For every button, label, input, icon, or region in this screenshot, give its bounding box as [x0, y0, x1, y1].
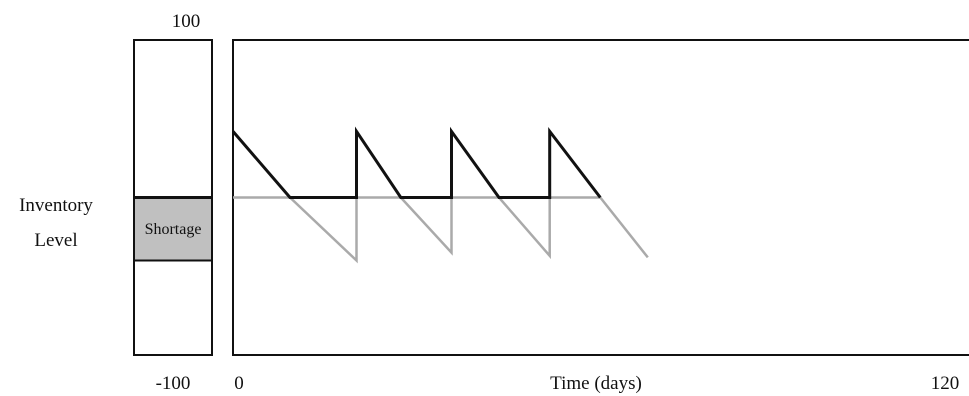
inventory-gauge: Shortage [133, 39, 213, 356]
shortage-zone [134, 197, 212, 261]
y-axis-label-line2: Level [34, 230, 77, 251]
series-layer [231, 126, 649, 264]
x-axis-label: Time (days) [550, 373, 642, 394]
series-line-gray [233, 196, 649, 264]
y-axis-label-line1: Inventory [19, 195, 93, 216]
x-tick-label-start: 0 [234, 373, 244, 394]
shortage-label: Shortage [145, 221, 202, 238]
series-line-dark [231, 126, 602, 199]
gauge-bottom-label: -100 [156, 373, 191, 394]
gauge-top-label: 100 [172, 11, 201, 32]
x-tick-label-end: 120 [931, 373, 960, 394]
